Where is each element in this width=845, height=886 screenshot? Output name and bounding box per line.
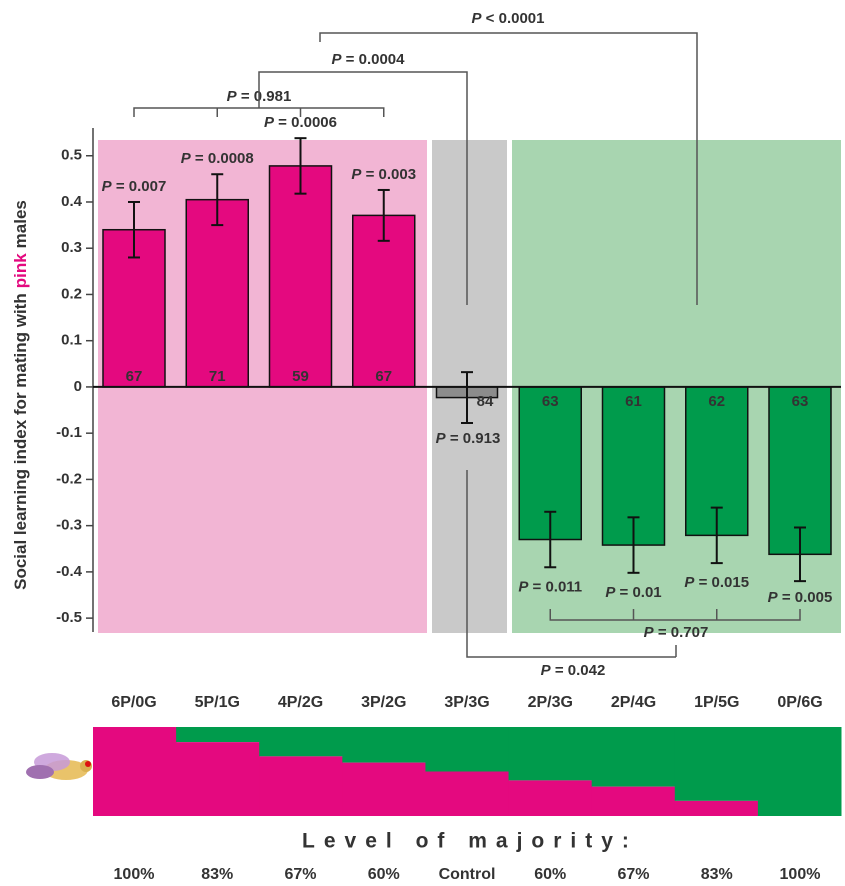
count-label: 67 xyxy=(126,368,143,385)
green-share xyxy=(592,727,676,787)
pink-share xyxy=(93,727,177,816)
x-tick-label: 4P/2G xyxy=(278,694,323,711)
y-tick-label: 0.2 xyxy=(61,285,82,302)
y-tick-label: -0.1 xyxy=(56,424,82,441)
count-label: 63 xyxy=(542,393,559,410)
green-share xyxy=(176,727,260,742)
green-share xyxy=(758,727,842,816)
count-label: 61 xyxy=(625,393,642,410)
x-tick-label: 5P/1G xyxy=(195,694,240,711)
majority-label: 100% xyxy=(114,866,155,883)
pink-share xyxy=(592,787,676,816)
x-tick-label: 6P/0G xyxy=(111,694,156,711)
majority-label: 67% xyxy=(284,866,316,883)
green-share xyxy=(509,727,593,780)
majority-label: 60% xyxy=(368,866,400,883)
pink-share xyxy=(675,801,759,816)
green-share xyxy=(675,727,759,801)
pink-share xyxy=(259,756,343,816)
y-tick-label: 0.3 xyxy=(61,239,82,256)
green-share xyxy=(342,727,426,763)
count-label: 71 xyxy=(209,368,226,385)
chart: 0.5 0.4 0.3 0.2 0.1 0 -0.1 -0.2 -0.3 -0.4 -0.5 Soci… xyxy=(0,0,845,886)
count-label: 84 xyxy=(477,393,494,410)
bracket xyxy=(134,108,384,117)
green-share xyxy=(425,727,509,772)
y-tick-label: 0.1 xyxy=(61,332,82,349)
p-value-label: P = 0.01 xyxy=(605,584,661,601)
p-value-label: P = 0.003 xyxy=(351,166,416,183)
x-tick-label: 2P/3G xyxy=(528,694,573,711)
x-tick-label: 2P/4G xyxy=(611,694,656,711)
p-value-label: P = 0.0008 xyxy=(181,150,254,167)
majority-label: 60% xyxy=(534,866,566,883)
x-tick-label: 3P/3G xyxy=(444,694,489,711)
majority-label: Control xyxy=(439,866,496,883)
count-label: 59 xyxy=(292,368,309,385)
p-value-label: P = 0.0004 xyxy=(332,51,406,68)
bar xyxy=(186,200,248,387)
y-label-part: Social learning index for mating with xyxy=(11,293,30,590)
pink-share xyxy=(176,742,260,816)
pink-share xyxy=(509,780,593,816)
fly-icon xyxy=(26,753,92,780)
count-label: 62 xyxy=(708,393,725,410)
pink-share xyxy=(342,763,426,816)
y-axis-label: Social learning index for mating with pin… xyxy=(11,200,30,590)
majority-label: 67% xyxy=(617,866,649,883)
pink-share xyxy=(425,772,509,817)
y-label-part: males xyxy=(11,200,30,248)
y-tick-label: 0 xyxy=(74,378,82,395)
count-label: 67 xyxy=(375,368,392,385)
p-value-label: P = 0.005 xyxy=(768,589,833,606)
p-value-label: P < 0.0001 xyxy=(472,10,545,27)
y-tick-label: -0.2 xyxy=(56,470,82,487)
majority-label: 83% xyxy=(701,866,733,883)
x-tick-label: 0P/6G xyxy=(777,694,822,711)
y-tick-label: 0.5 xyxy=(61,147,82,164)
p-value-label: P = 0.707 xyxy=(644,624,709,641)
p-value-label: P = 0.011 xyxy=(518,578,582,595)
p-value-label: P = 0.015 xyxy=(684,574,749,591)
y-tick-label: -0.5 xyxy=(56,609,82,626)
green-share xyxy=(259,727,343,756)
y-tick-label: -0.3 xyxy=(56,517,82,534)
y-tick-label: -0.4 xyxy=(56,563,83,580)
p-value-label: P = 0.042 xyxy=(541,662,606,679)
y-tick-label: 0.4 xyxy=(61,193,83,210)
majority-label: 100% xyxy=(780,866,821,883)
x-tick-label: 3P/2G xyxy=(361,694,406,711)
bar xyxy=(270,166,332,387)
x-tick-label: 1P/5G xyxy=(694,694,739,711)
p-value-label: P = 0.007 xyxy=(102,178,167,195)
y-label-part: pink xyxy=(11,253,30,288)
majority-label: 83% xyxy=(201,866,233,883)
p-value-label: P = 0.913 xyxy=(436,430,501,447)
count-label: 63 xyxy=(792,393,809,410)
majority-title: Level of majority: xyxy=(302,830,638,853)
